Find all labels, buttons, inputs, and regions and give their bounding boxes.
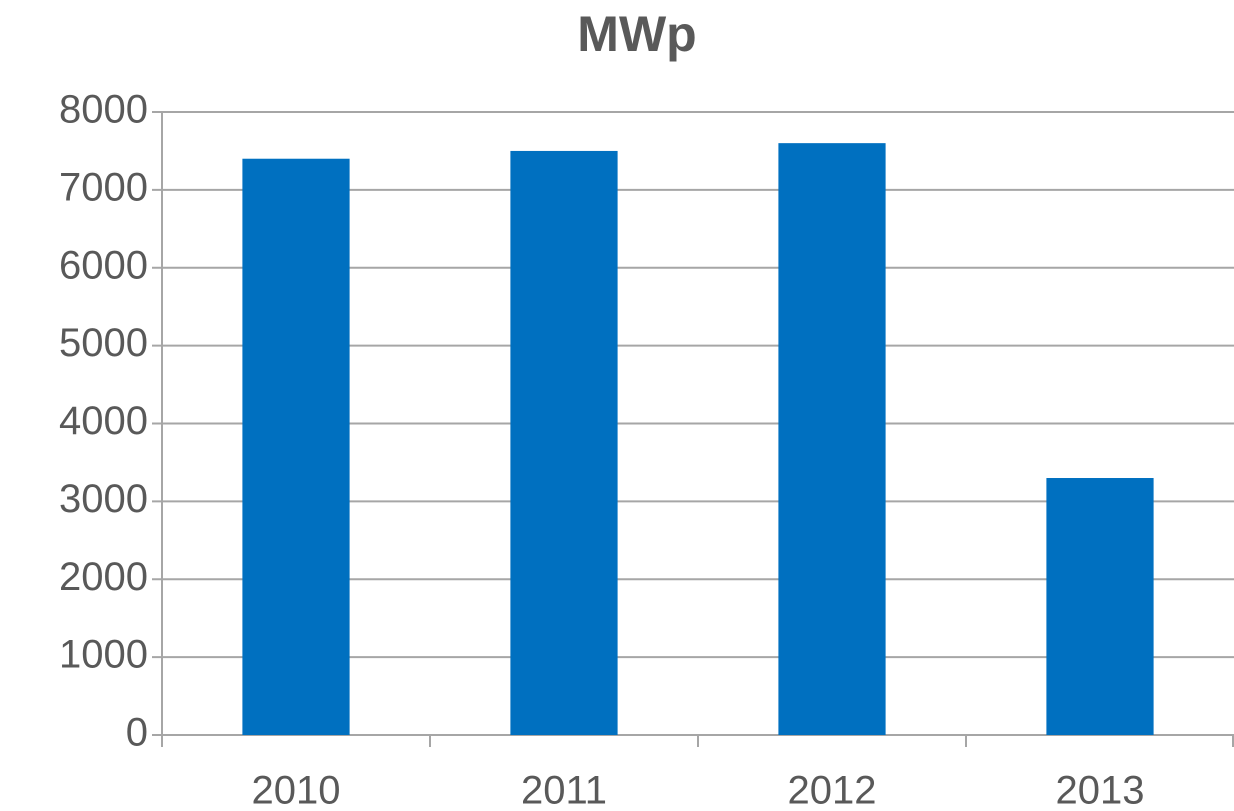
x-tick-label: 2011 [521,769,607,811]
y-tick-label: 8000 [59,88,148,132]
chart-title: MWp [577,6,696,62]
bar [778,143,886,735]
y-tick-label: 2000 [59,555,148,599]
y-tick-label: 1000 [59,633,148,677]
x-tick-label: 2010 [252,769,341,811]
bar [242,158,350,736]
y-tick-label: 7000 [59,165,148,209]
y-tick-label: 3000 [59,477,148,521]
y-tick-label: 0 [126,711,148,755]
y-tick-label: 6000 [59,243,148,287]
bar [1046,478,1154,735]
y-tick-label: 5000 [59,321,148,365]
x-tick-label: 2012 [788,769,877,811]
y-tick-label: 4000 [59,399,148,443]
x-tick-label: 2013 [1056,769,1145,811]
bar [510,150,618,735]
